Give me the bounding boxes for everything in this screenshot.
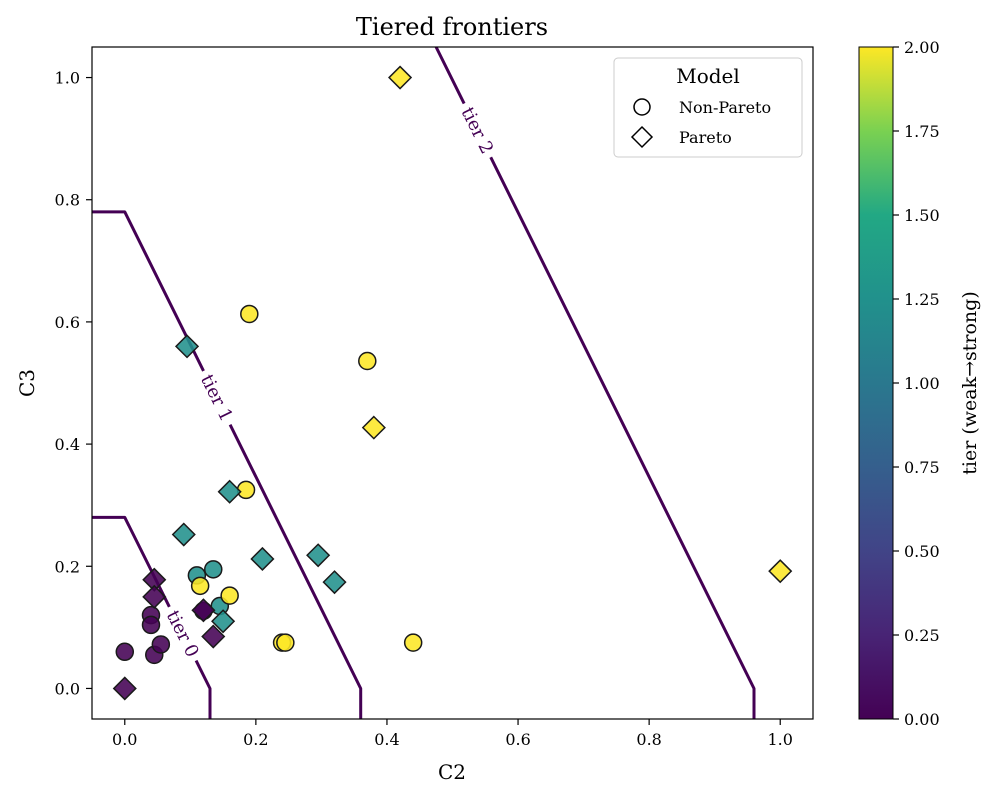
point-non-pareto bbox=[151, 635, 171, 654]
x-tick-label: 0.6 bbox=[505, 730, 530, 749]
frontier-line-tier-2 bbox=[434, 47, 756, 719]
colorbar-tick-label: 1.50 bbox=[904, 206, 940, 225]
y-tick-label: 0.8 bbox=[55, 191, 80, 210]
x-axis-ticks: 0.0 0.2 0.4 0.6 0.8 1.0 bbox=[112, 719, 793, 749]
x-tick-label: 0.0 bbox=[112, 730, 137, 749]
plot-frame bbox=[91, 46, 814, 720]
legend-diamond-marker bbox=[630, 125, 654, 149]
point-pareto bbox=[142, 584, 167, 609]
point-non-pareto bbox=[240, 304, 259, 324]
x-tick-label: 1.0 bbox=[768, 730, 793, 749]
frontier-label-gap bbox=[192, 365, 241, 431]
point-non-pareto bbox=[190, 576, 210, 596]
point-pareto bbox=[361, 415, 386, 440]
colorbar-tick-label: 1.75 bbox=[904, 122, 940, 141]
frontier-line-tier-0 bbox=[92, 515, 212, 719]
point-pareto bbox=[217, 479, 242, 504]
colorbar-tick-label: 0.00 bbox=[904, 710, 940, 729]
frontier-label-gap bbox=[453, 98, 502, 163]
point-pareto bbox=[191, 598, 216, 623]
point-pareto bbox=[306, 543, 331, 568]
legend: Model Non-Pareto Pareto bbox=[613, 57, 803, 158]
y-tick-label: 1.0 bbox=[55, 69, 80, 88]
legend-label-pareto: Pareto bbox=[679, 128, 732, 147]
point-non-pareto bbox=[358, 351, 377, 371]
colorbar-tick-label: 0.75 bbox=[904, 458, 940, 477]
point-pareto bbox=[768, 559, 793, 584]
x-tick-label: 0.8 bbox=[636, 730, 661, 749]
colorbar-tick-label: 0.25 bbox=[904, 626, 940, 645]
colorbar-label: tier (weak→strong) bbox=[959, 291, 981, 474]
colorbar-tick-label: 1.25 bbox=[904, 290, 940, 309]
legend-box bbox=[613, 57, 803, 158]
y-axis-ticks: 0.0 0.2 0.4 0.6 0.8 1.0 bbox=[55, 69, 92, 698]
point-pareto bbox=[171, 522, 196, 547]
point-pareto bbox=[211, 609, 236, 634]
point-non-pareto bbox=[204, 560, 223, 579]
point-pareto bbox=[322, 570, 347, 595]
point-non-pareto bbox=[141, 615, 161, 635]
x-axis-label: C2 bbox=[438, 760, 466, 784]
x-tick-label: 0.2 bbox=[243, 730, 268, 749]
y-tick-label: 0.2 bbox=[55, 557, 80, 576]
colorbar-tick-label: 0.50 bbox=[904, 542, 940, 561]
legend-title: Model bbox=[676, 64, 740, 88]
point-non-pareto bbox=[236, 480, 256, 500]
point-pareto bbox=[201, 624, 226, 649]
frontier-lines bbox=[92, 47, 756, 719]
colorbar-gradient bbox=[858, 46, 894, 720]
point-non-pareto bbox=[276, 633, 295, 652]
colorbar-ticks: 0.00 0.25 0.50 0.75 1.00 1.25 1.50 1.75 2.00 bbox=[893, 38, 940, 729]
y-tick-label: 0.4 bbox=[55, 435, 80, 454]
x-tick-label: 0.4 bbox=[374, 730, 399, 749]
point-non-pareto bbox=[220, 586, 239, 605]
point-non-pareto bbox=[115, 642, 135, 662]
chart-title: Tiered frontiers bbox=[356, 13, 548, 41]
scatter-points bbox=[112, 65, 793, 701]
point-pareto bbox=[388, 65, 413, 90]
point-non-pareto bbox=[403, 633, 423, 652]
point-pareto bbox=[112, 676, 137, 701]
colorbar: 0.00 0.25 0.50 0.75 1.00 1.25 1.50 1.75 2.00 tie… bbox=[858, 38, 981, 729]
legend-label-non-pareto: Non-Pareto bbox=[679, 98, 771, 117]
legend-circle-marker bbox=[633, 98, 651, 116]
y-tick-label: 0.6 bbox=[55, 313, 80, 332]
point-pareto bbox=[250, 546, 275, 572]
y-tick-label: 0.0 bbox=[55, 679, 80, 698]
frontier-label-gap bbox=[158, 601, 207, 666]
point-pareto bbox=[174, 334, 200, 359]
colorbar-tick-label: 1.00 bbox=[904, 374, 940, 393]
colorbar-tick-label: 2.00 bbox=[904, 38, 940, 57]
frontier-line-tier-1 bbox=[92, 210, 363, 719]
y-axis-label: C3 bbox=[15, 369, 39, 397]
